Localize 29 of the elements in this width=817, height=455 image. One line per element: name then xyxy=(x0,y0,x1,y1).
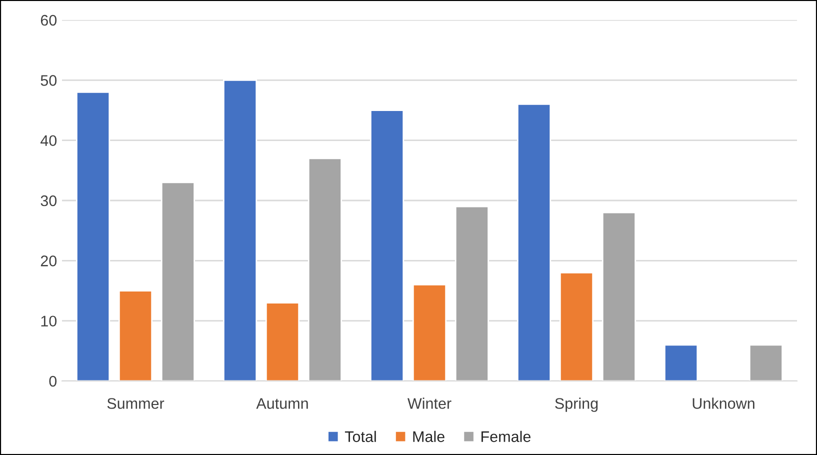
bar xyxy=(517,104,552,381)
y-tick-label: 50 xyxy=(40,75,57,86)
legend-label: Female xyxy=(482,430,531,442)
x-tick-label: Spring xyxy=(555,398,598,412)
bar xyxy=(76,92,110,381)
bar xyxy=(265,302,300,381)
bar xyxy=(559,272,594,381)
legend-label: Total xyxy=(344,430,376,442)
y-tick-label: 40 xyxy=(40,135,57,146)
y-tick-label: 0 xyxy=(49,376,57,387)
x-tick-label: Autumn xyxy=(256,398,308,409)
bar xyxy=(454,206,489,381)
bar xyxy=(664,344,698,381)
x-tick-label: Summer xyxy=(107,398,164,409)
y-tick-label: 20 xyxy=(40,256,57,266)
bar xyxy=(308,158,342,381)
legend-label: Male xyxy=(413,430,444,442)
y-tick-label: 60 xyxy=(40,14,57,26)
bar xyxy=(118,290,153,381)
bar xyxy=(748,344,783,381)
y-tick-label: 10 xyxy=(41,316,57,327)
bar xyxy=(602,212,636,381)
bar xyxy=(223,79,258,381)
bar xyxy=(370,110,404,381)
x-tick-label: Unknown xyxy=(692,398,754,409)
bar xyxy=(160,182,195,381)
bar xyxy=(412,284,447,381)
x-tick-label: Winter xyxy=(408,398,452,409)
y-tick-label: 30 xyxy=(40,195,57,206)
